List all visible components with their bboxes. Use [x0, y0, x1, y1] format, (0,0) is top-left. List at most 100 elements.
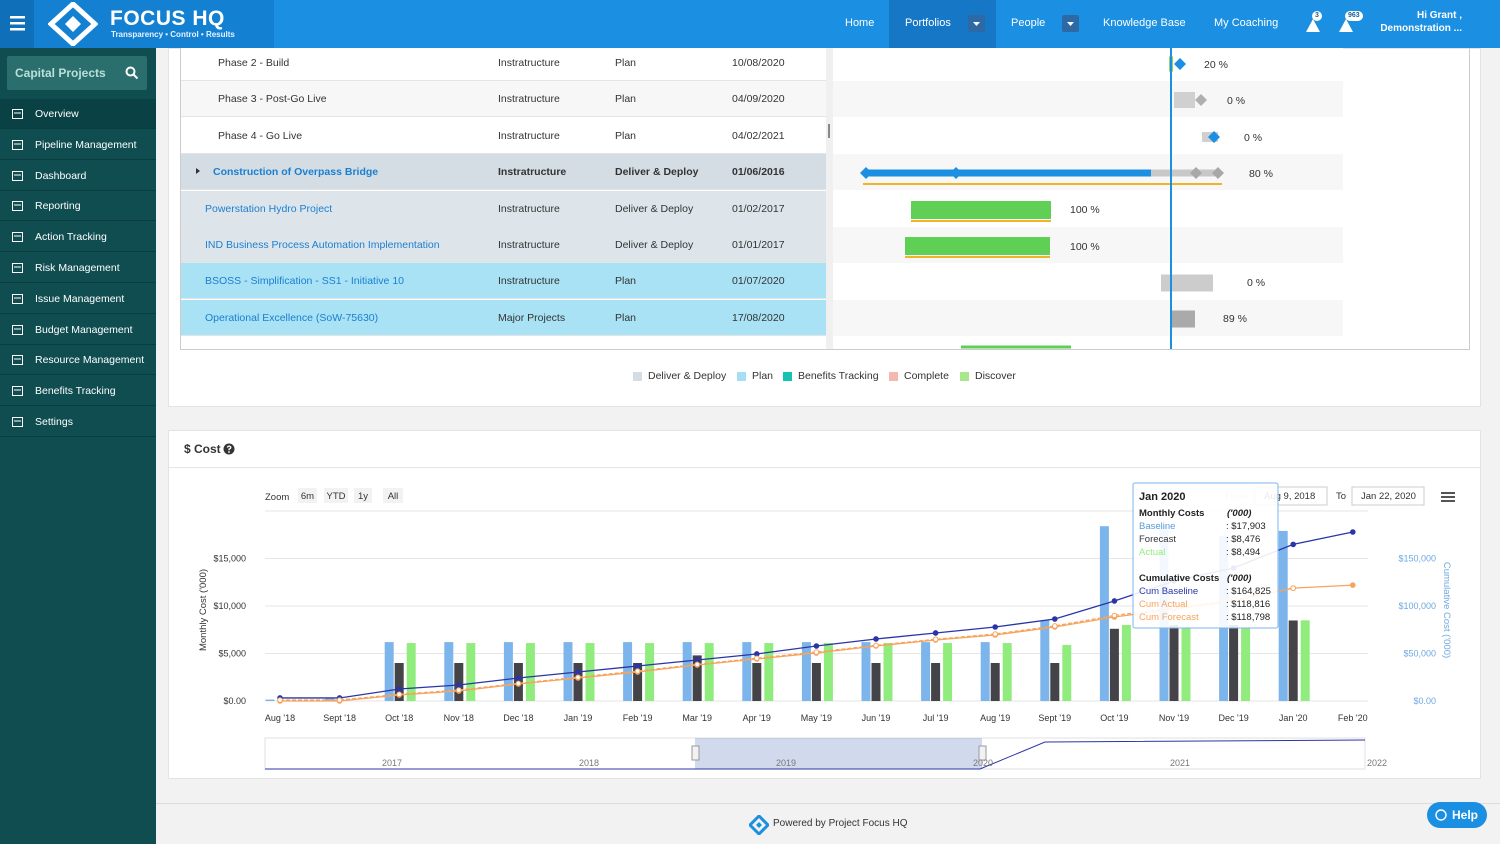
project-name[interactable]: Construction of Overpass Bridge	[213, 166, 379, 179]
export-menu-icon	[1441, 500, 1455, 502]
nav-item[interactable]: Knowledge Base	[1103, 17, 1186, 29]
navigator-handle[interactable]	[691, 745, 700, 761]
milestone	[950, 167, 962, 179]
legend-swatch[interactable]	[633, 372, 642, 381]
powered-by: Powered by Project Focus HQ	[773, 818, 908, 829]
baseline-bar	[905, 256, 1050, 258]
zoom-button-label[interactable]: 6m	[301, 491, 314, 502]
legend-swatch[interactable]	[737, 372, 746, 381]
sidebar-icon	[12, 201, 23, 212]
sidebar-item[interactable]: Risk Management	[0, 253, 156, 283]
help-button-icon	[1435, 809, 1447, 821]
navigator	[264, 737, 1366, 770]
category: Instratructure	[498, 239, 560, 251]
logo[interactable]: FOCUS HQ Transparency • Control • Result…	[34, 0, 274, 48]
x-tick-label: Dec '18	[503, 713, 533, 723]
zoom-button[interactable]	[383, 488, 403, 503]
progress-label: 100 %	[1070, 241, 1100, 253]
point	[694, 661, 701, 668]
sidebar-item[interactable]: Dashboard	[0, 161, 156, 191]
milestone	[860, 167, 872, 179]
search-icon	[125, 66, 139, 80]
row[interactable]	[181, 227, 826, 263]
legend-label[interactable]: Deliver & Deploy	[648, 370, 727, 382]
row[interactable]	[181, 117, 826, 154]
category: Major Projects	[498, 311, 566, 324]
sidebar-label: Reporting	[35, 200, 81, 213]
alerts[interactable]: 3	[1302, 11, 1328, 36]
x-tick-label: Jan '20	[1279, 713, 1308, 723]
point	[813, 649, 820, 655]
zoom-button[interactable]	[298, 488, 317, 503]
progress-label: 0 %	[1247, 277, 1265, 289]
tooltip-series-name: Cum Actual	[1139, 599, 1188, 610]
sidebar-item[interactable]: Overview	[0, 99, 156, 129]
project-name[interactable]: Powerstation Hydro Project	[205, 202, 333, 215]
row[interactable]	[181, 154, 826, 191]
sidebar-icon	[12, 232, 23, 243]
bar	[931, 663, 941, 701]
navigator-year: 2018	[579, 758, 599, 768]
menu-button[interactable]	[0, 0, 34, 48]
row[interactable]	[181, 263, 826, 300]
navigator-handle[interactable]	[978, 745, 987, 761]
tooltip-series-name: Baseline	[1139, 521, 1175, 532]
sidebar-item[interactable]: Budget Management	[0, 315, 156, 345]
stage: Plan	[615, 311, 637, 324]
legend-swatch[interactable]	[889, 372, 898, 381]
nav-dropdown[interactable]	[1062, 15, 1079, 32]
gantt-bar	[905, 237, 1050, 255]
sidebar-title-box[interactable]: Capital Projects	[7, 56, 147, 90]
legend-label[interactable]: Plan	[752, 370, 774, 382]
expander[interactable]	[196, 168, 200, 175]
row[interactable]	[181, 299, 826, 336]
sidebar-item[interactable]: Reporting	[0, 191, 156, 222]
row[interactable]	[181, 81, 826, 118]
sidebar-item[interactable]: Benefits Tracking	[0, 376, 156, 407]
point	[1350, 529, 1356, 535]
project-name[interactable]: Operational Excellence (SoW-75630)	[205, 311, 379, 324]
project-name[interactable]: IND Business Process Automation Implemen…	[205, 239, 440, 251]
divider	[169, 467, 1480, 468]
nav-item[interactable]: People	[1011, 17, 1046, 29]
bar	[801, 642, 811, 701]
row[interactable]	[181, 48, 826, 81]
to-date: Jan 22, 2020	[1361, 491, 1416, 502]
y2-tick-label: $0.00	[1413, 696, 1436, 706]
help-icon[interactable]	[223, 443, 235, 455]
nav-item[interactable]: Portfolios	[905, 17, 951, 29]
zoom-button[interactable]	[324, 488, 348, 503]
zoom-button[interactable]	[354, 488, 372, 503]
sidebar-item[interactable]: Action Tracking	[0, 222, 156, 253]
project-name[interactable]: BSOSS - Simplification - SS1 - Initiativ…	[205, 275, 404, 288]
help-button[interactable]: Help	[1427, 802, 1487, 828]
point	[634, 663, 641, 669]
stage: Deliver & Deploy	[615, 239, 694, 251]
legend-swatch[interactable]	[960, 372, 969, 381]
legend-swatch[interactable]	[783, 372, 792, 381]
account: Demonstration ...	[1380, 23, 1462, 34]
nav-dropdown[interactable]	[968, 15, 985, 32]
zoom-button-label[interactable]: YTD	[327, 491, 346, 502]
stage: Deliver & Deploy	[615, 202, 694, 215]
sidebar-item[interactable]: Settings	[0, 407, 156, 437]
sidebar-item[interactable]: Pipeline Management	[0, 130, 156, 160]
bar	[1300, 620, 1310, 701]
sidebar-label: Action Tracking	[35, 231, 107, 244]
nav-item[interactable]: My Coaching	[1214, 17, 1279, 29]
zoom-button-label[interactable]: All	[388, 491, 399, 502]
nav-item[interactable]: Home	[845, 17, 875, 29]
sidebar-item[interactable]: Issue Management	[0, 284, 156, 314]
messages[interactable]: 963	[1335, 11, 1363, 36]
row[interactable]	[181, 190, 826, 227]
zoom-button-label[interactable]: 1y	[358, 491, 368, 502]
progress-label: 0 %	[1244, 132, 1262, 144]
point	[992, 631, 999, 637]
sidebar-item[interactable]: Resource Management	[0, 345, 156, 376]
legend-label[interactable]: Discover	[975, 370, 1016, 382]
from-date: Aug 9, 2018	[1264, 491, 1315, 502]
legend-label[interactable]: Complete	[904, 370, 949, 382]
to-input[interactable]	[1351, 486, 1425, 506]
legend-label[interactable]: Benefits Tracking	[798, 370, 879, 382]
progress-label: 80 %	[1249, 168, 1273, 180]
